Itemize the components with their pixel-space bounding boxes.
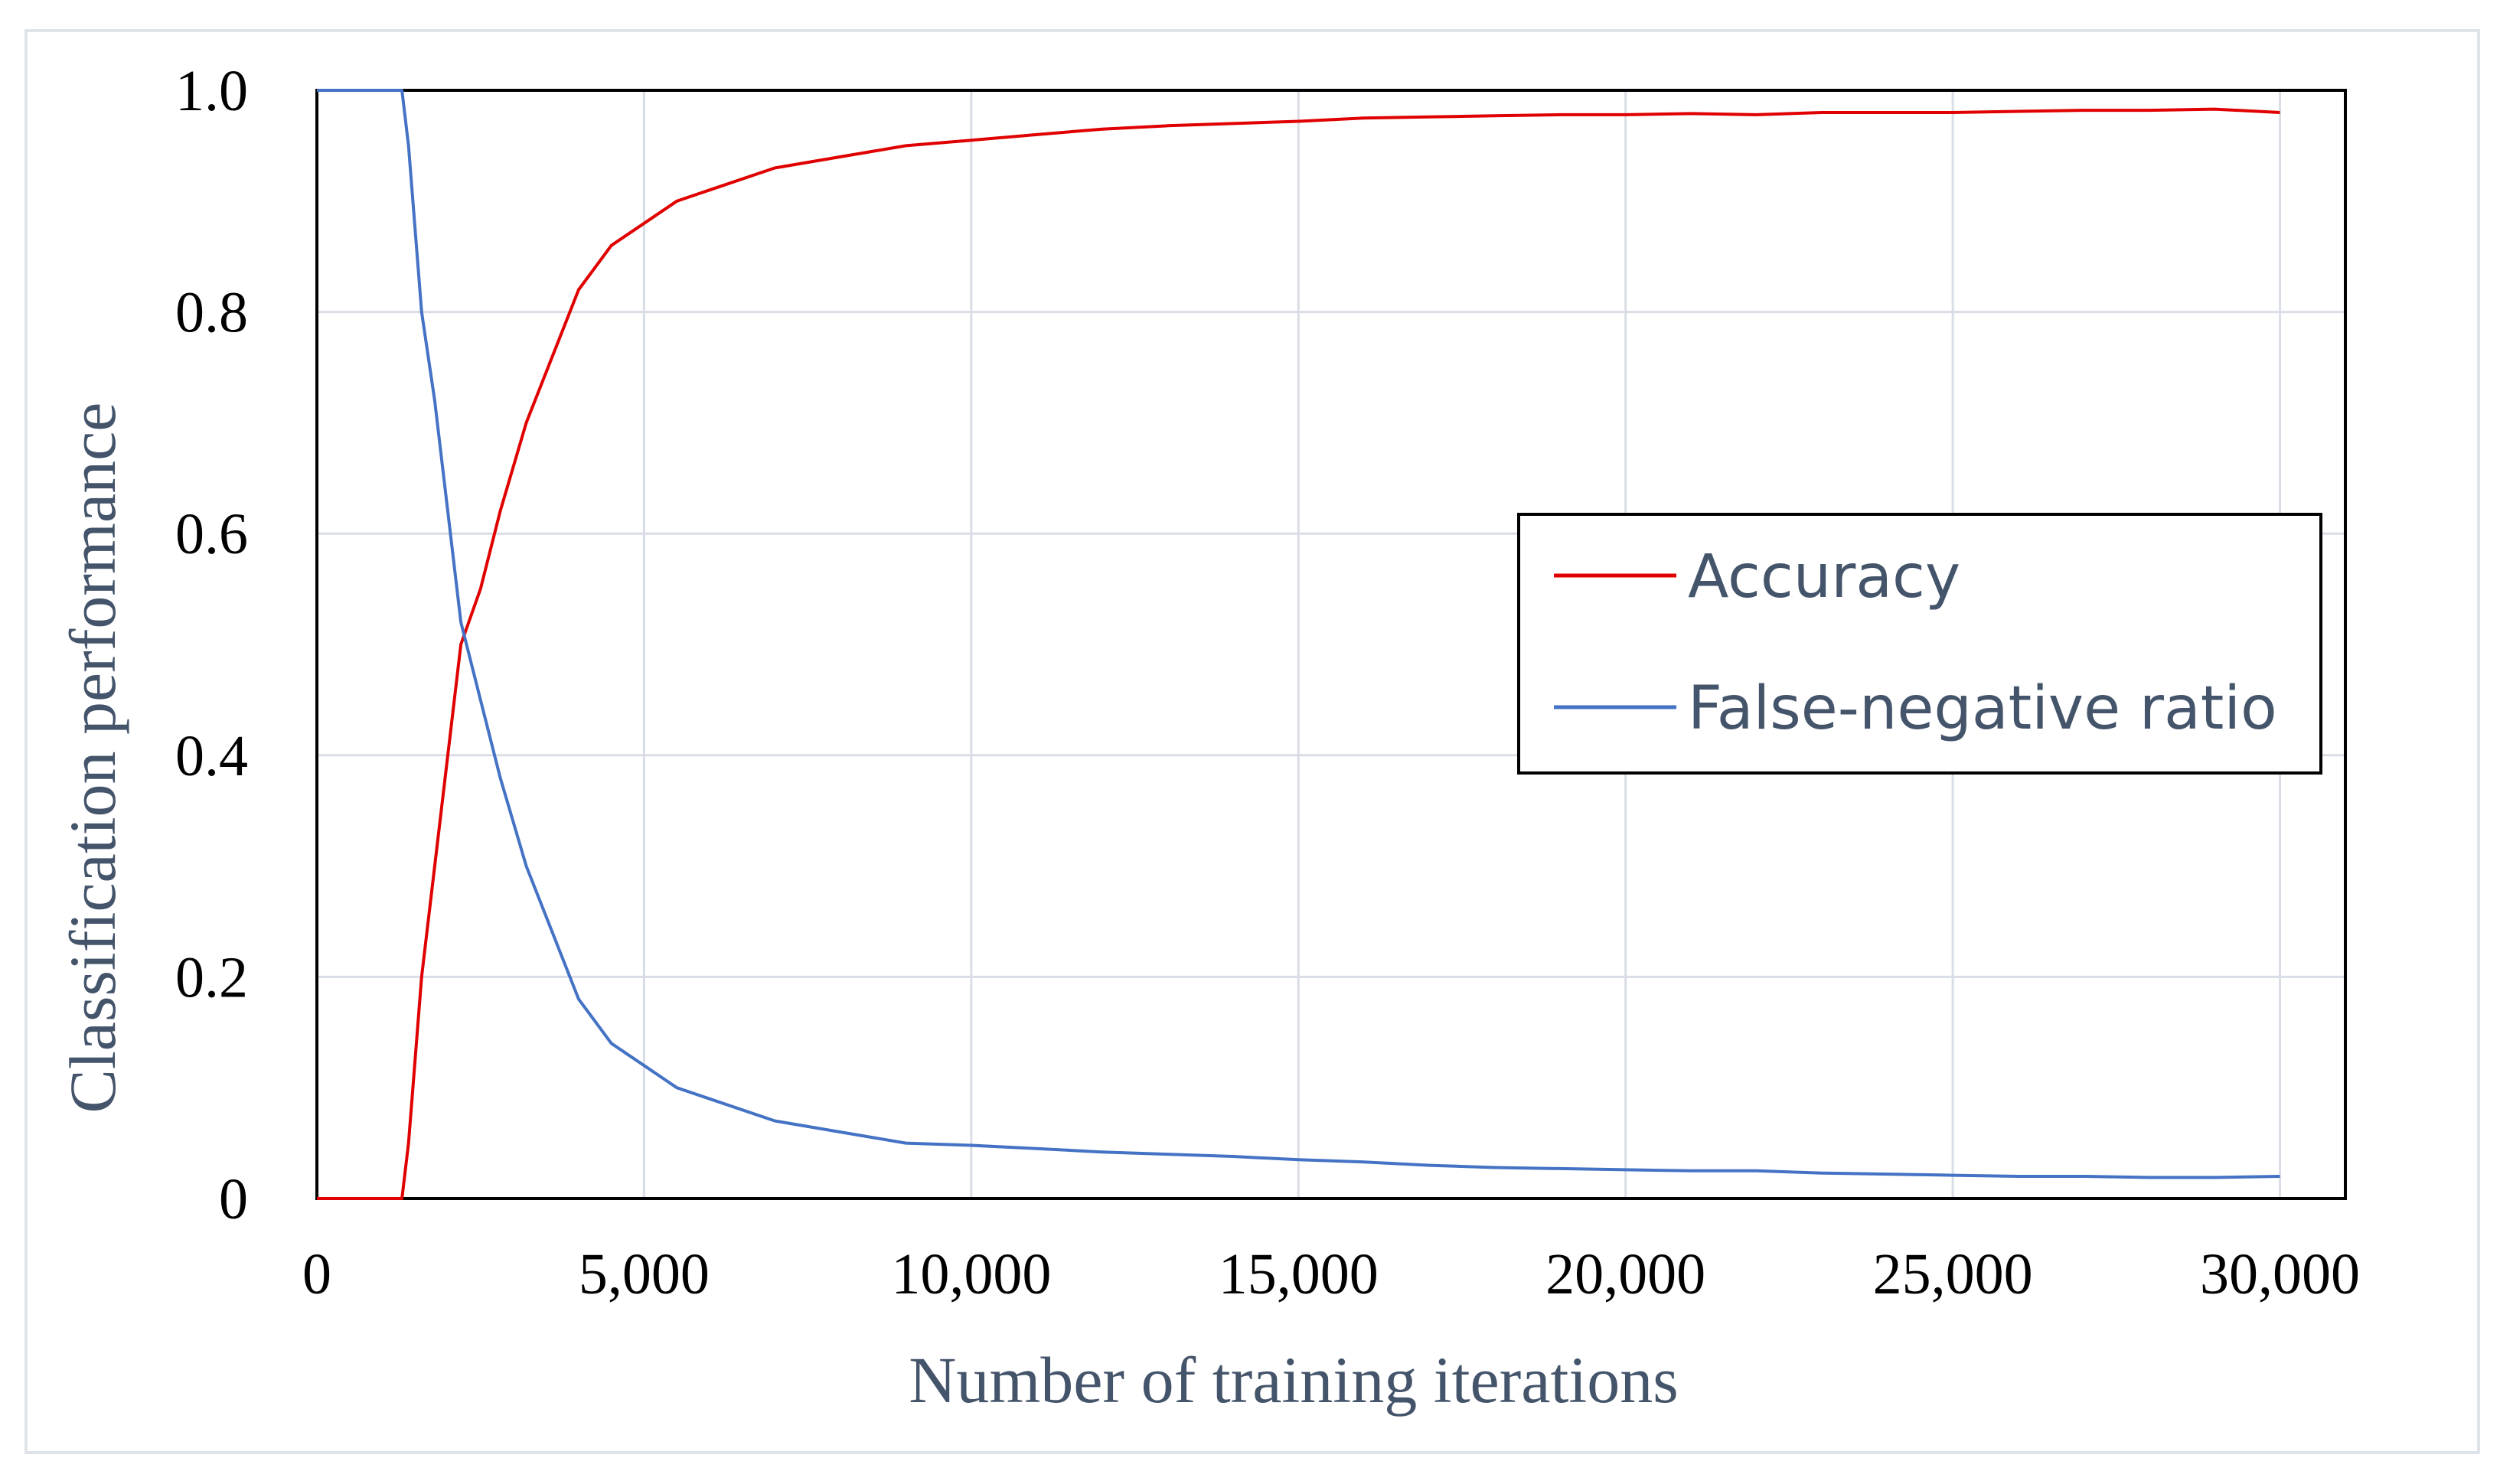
x-tick-label: 30,000 [2200, 1242, 2360, 1306]
series-layer [317, 89, 2280, 1200]
x-tick-label: 10,000 [891, 1242, 1051, 1306]
y-tick-label: 0 [219, 1167, 248, 1231]
x-axis-title: Number of training iterations [909, 1343, 1678, 1417]
y-tick-label: 0.8 [175, 281, 248, 345]
x-tick-label: 15,000 [1219, 1242, 1379, 1306]
legend-label-false-negative: False-negative ratio [1688, 674, 2277, 743]
x-tick-label: 25,000 [1873, 1242, 2033, 1306]
x-axis-ticks: 0 5,000 10,000 15,000 20,000 25,000 30,000 [302, 1242, 2360, 1306]
y-axis-title: Classification performance [56, 403, 129, 1114]
series-line-accuracy [317, 107, 2280, 1200]
series-line-false-negative-ratio [317, 89, 2280, 1179]
x-tick-label: 20,000 [1545, 1242, 1705, 1306]
y-tick-label: 0.2 [175, 945, 248, 1009]
y-axis-ticks: 0 0.2 0.4 0.6 0.8 1.0 [175, 59, 248, 1231]
y-tick-label: 0.4 [175, 724, 248, 788]
y-tick-label: 0.6 [175, 502, 248, 566]
legend: Accuracy False-negative ratio [1517, 513, 2322, 775]
y-tick-label: 1.0 [175, 59, 248, 123]
legend-box [1517, 513, 2322, 775]
legend-label-accuracy: Accuracy [1688, 543, 1960, 612]
x-tick-label: 0 [302, 1242, 331, 1306]
plot-area-border [315, 89, 2347, 1200]
x-tick-label: 5,000 [579, 1242, 710, 1306]
